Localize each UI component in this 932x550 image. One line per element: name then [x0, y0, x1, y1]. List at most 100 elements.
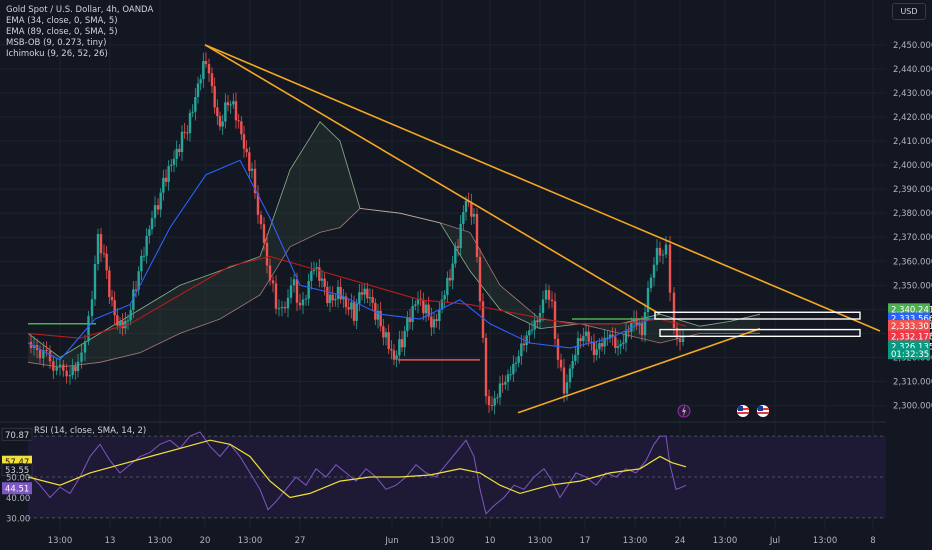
indicator-msb-ob[interactable]: MSB-OB (9, 0.273, tiny): [6, 38, 107, 48]
candle-body: [496, 397, 499, 399]
candle-body: [501, 383, 504, 385]
symbol-title[interactable]: Gold Spot / U.S. Dollar, 4h, OANDA: [6, 5, 154, 15]
candle-body: [45, 349, 48, 351]
candle-body: [142, 255, 146, 257]
candle-body: [611, 334, 614, 337]
candle-body: [116, 315, 119, 326]
candle-body: [207, 64, 211, 74]
candle-body: [80, 352, 83, 362]
candle-body: [113, 300, 116, 316]
candle-body: [265, 242, 269, 266]
us-flag-icon[interactable]: [757, 405, 769, 417]
candle-body: [371, 297, 374, 303]
candle-body: [110, 296, 114, 301]
candle-body: [512, 363, 515, 375]
ema-34-line: [27, 159, 686, 361]
rsi-legend[interactable]: RSI (14, close, SMA, 14, 2): [34, 426, 147, 436]
candle-body: [289, 285, 293, 298]
candle-body: [681, 338, 685, 342]
candle-body: [213, 86, 216, 108]
trendlines[interactable]: [204, 44, 881, 414]
candle-body: [430, 316, 433, 328]
candle-body: [162, 177, 165, 193]
candle-body: [440, 299, 444, 310]
candle-body: [277, 308, 281, 310]
indicator-ema-89[interactable]: EMA (89, close, 0, SMA, 5): [6, 27, 118, 37]
us-flag-stripe: [737, 412, 749, 414]
candle-body: [522, 343, 526, 346]
candle-body: [406, 317, 409, 332]
candle-body: [616, 346, 620, 348]
candle-body: [283, 306, 287, 309]
price-tick-label: 2,360.000: [893, 257, 932, 267]
candle-body: [363, 288, 366, 295]
candle-body: [400, 339, 404, 348]
price-tag: [888, 330, 930, 342]
candle-body: [547, 290, 551, 300]
candle-body: [390, 348, 393, 351]
us-flag-icon[interactable]: [737, 405, 749, 417]
candle-body: [140, 255, 143, 272]
indicator-ema-34[interactable]: EMA (34, close, 0, SMA, 5): [6, 16, 118, 26]
candle-body: [312, 268, 316, 272]
candle-body: [530, 329, 534, 331]
candle-body: [347, 307, 350, 310]
candle-body: [451, 263, 454, 281]
candle-body: [424, 304, 428, 314]
candle-body: [232, 101, 235, 105]
time-axis[interactable]: 13:00 13 13:00 20 13:00 27 Jun 13:00 10 13:00 17 13…: [48, 536, 876, 546]
order-block-zones[interactable]: [654, 311, 861, 338]
candle-body: [619, 344, 622, 347]
lightning-icon[interactable]: [677, 404, 691, 418]
price-tick-label: 2,350.000: [893, 281, 932, 291]
cloud-fill: [28, 121, 760, 368]
candle-body: [96, 234, 100, 265]
candle-body: [48, 350, 52, 362]
candle-body: [595, 349, 598, 355]
candle-body: [295, 279, 299, 303]
candle-body: [470, 202, 473, 217]
candle-body: [38, 350, 42, 359]
indicator-ichimoku[interactable]: Ichimoku (9, 26, 52, 26): [6, 49, 108, 59]
candle-body: [459, 223, 462, 248]
currency-button[interactable]: USD: [892, 3, 926, 20]
us-flag-canton: [738, 406, 743, 411]
candle-body: [487, 396, 491, 406]
candle-body: [90, 299, 94, 317]
candle-body: [435, 319, 438, 322]
time-tick-label: 24: [675, 536, 686, 546]
candle-body: [62, 364, 65, 371]
candle-body: [268, 265, 272, 281]
candle-body: [76, 361, 80, 372]
candle-body: [443, 295, 446, 300]
candle-body: [199, 79, 202, 84]
candle-body: [262, 224, 266, 243]
candle-body: [71, 366, 74, 376]
candle-body: [432, 319, 436, 328]
candle-body: [536, 320, 539, 323]
candle-body: [384, 332, 388, 338]
candle-body: [556, 338, 560, 360]
candle-body: [475, 213, 479, 257]
candle-body: [240, 121, 243, 135]
candle-body: [234, 101, 238, 121]
candle-body: [183, 131, 186, 133]
candle-body: [374, 302, 377, 320]
candle-body: [598, 343, 601, 350]
event-markers[interactable]: [677, 404, 769, 418]
price-tick-label: 2,310.000: [893, 378, 932, 388]
candle-body: [606, 337, 609, 339]
candle-body: [105, 253, 108, 271]
price-axis[interactable]: 2,450.000 2,440.000 2,430.000 2,420.000 2,41…: [888, 41, 932, 412]
candle-body: [509, 374, 512, 376]
senkou-span-b: [27, 207, 760, 368]
candle-body: [132, 289, 135, 311]
price-tag-label: 2,340.241: [891, 305, 932, 315]
candle-body: [448, 277, 452, 281]
candle-body: [323, 278, 326, 287]
price-tag: [888, 303, 930, 315]
candle-body: [584, 331, 588, 336]
candle-body: [576, 338, 580, 355]
candle-body: [274, 283, 278, 309]
